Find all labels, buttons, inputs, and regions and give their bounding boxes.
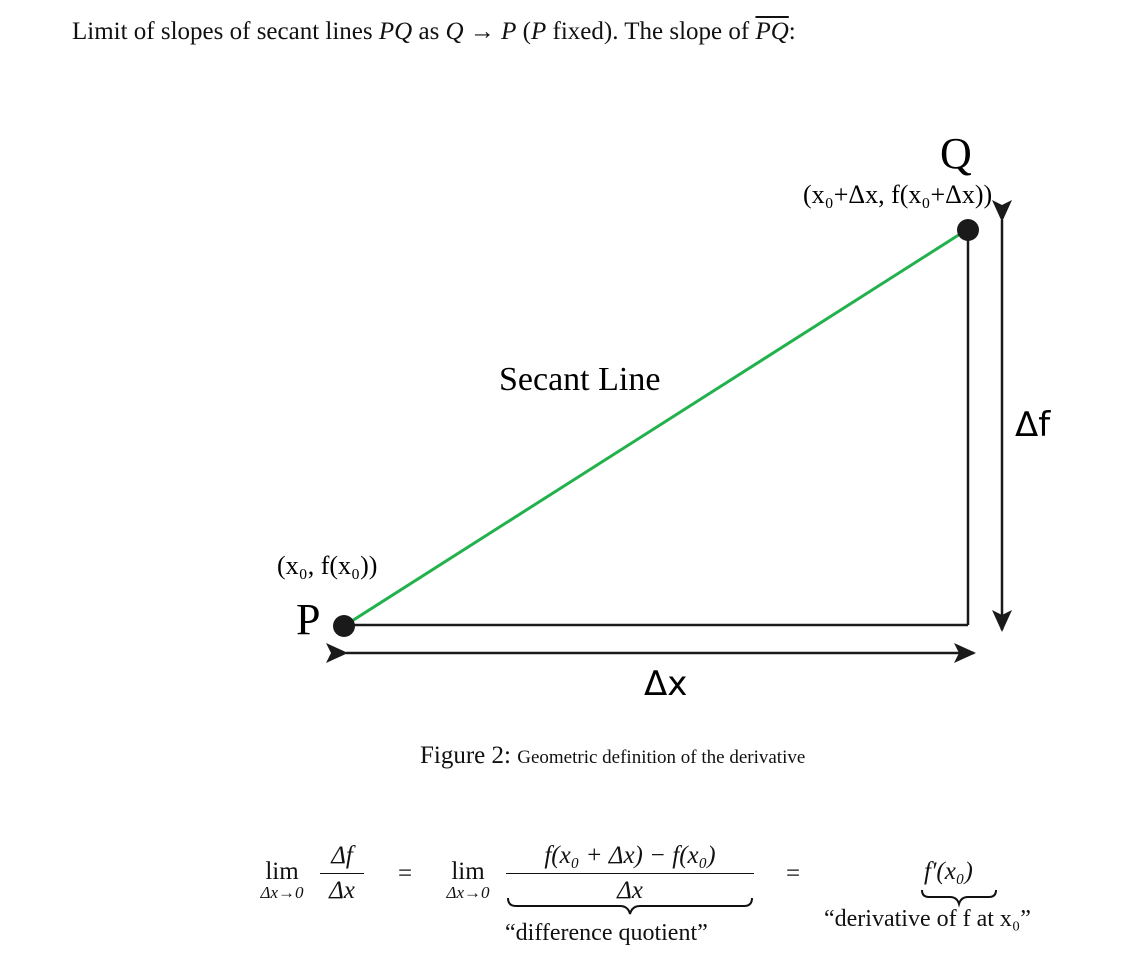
intro-pq: PQ [378,18,413,45]
caption-text: Geometric definition of the derivative [517,747,806,768]
lim-word-2: lim [451,858,485,885]
lim-word: lim [265,858,299,885]
caption-prefix: Figure 2: [420,742,511,769]
point-q [957,219,979,241]
equals-sign-1: = [398,860,413,887]
q-coordinate: (x₀+Δx, f(x₀+Δx)) [803,180,992,209]
intro-colon: : [788,18,796,45]
p-coordinate: (x₀, f(x₀)) [277,551,377,580]
dq-numerator: f(x₀ + Δx) − f(x₀) [544,842,716,869]
dq-denominator: Δx [617,877,643,904]
dq-fraction-bar [506,873,754,874]
intro-arrow: → [463,18,502,45]
deriv-underbrace [921,889,997,908]
lhs-fraction: Δf Δx [320,842,364,905]
lim-subscript-2: Δx→0 [446,883,490,902]
equals-sign-2: = [786,860,801,887]
intro-p: P [501,18,517,45]
intro-fixed: fixed). The slope of [546,18,756,45]
derivative-expression: f′(x₀) [924,858,973,885]
point-p-label: P [296,595,320,644]
lhs-numerator: Δf [331,842,353,869]
intro-pq-bar: PQ [755,18,789,45]
intro-sentence: Limit of slopes of secant lines PQ as Q … [72,18,796,46]
lim-lhs: lim Δx→0 [246,858,318,902]
lim-rhs: lim Δx→0 [432,858,504,902]
intro-paren: ( [516,18,531,45]
delta-f-label: Δf [1015,405,1051,445]
lhs-fraction-bar [320,873,364,874]
intro-as: as [412,18,446,45]
lhs-denominator: Δx [329,877,355,904]
dq-underbrace [507,897,753,915]
secant-line [343,227,969,628]
difference-quotient-label: “difference quotient” [505,920,708,946]
intro-prefix: Limit of slopes of secant lines [72,18,379,45]
figure-caption: Figure 2: Geometric definition of the de… [420,742,805,770]
delta-x-label: Δx [644,664,687,704]
secant-label: Secant Line [499,361,660,398]
difference-quotient-fraction: f(x₀ + Δx) − f(x₀) Δx [506,842,754,905]
derivative-label: “derivative of f at x₀” [824,906,1031,932]
lim-subscript: Δx→0 [260,883,304,902]
point-p [333,615,355,637]
intro-p2: P [530,18,547,45]
intro-q: Q [445,18,464,45]
point-q-label: Q [940,129,972,178]
